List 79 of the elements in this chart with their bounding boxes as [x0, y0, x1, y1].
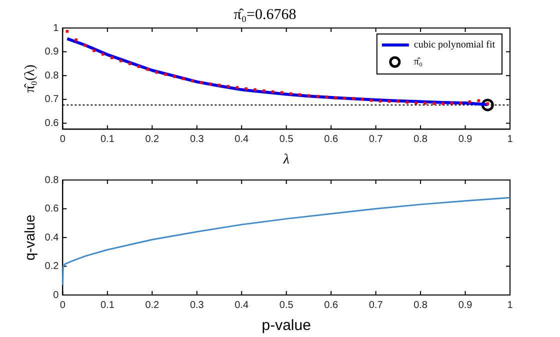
x-tick-label: 0.5: [279, 300, 294, 311]
point: [244, 87, 248, 90]
y-tick-label: 1: [53, 22, 60, 34]
point: [370, 98, 373, 102]
y-tick-label: 0.8: [44, 174, 60, 186]
point: [352, 97, 355, 100]
point: [164, 73, 167, 76]
point: [414, 102, 418, 104]
y-tick-label: 0.8: [44, 70, 60, 82]
legend-label: π̂₀: [414, 56, 423, 68]
y-axis-title: q-value: [21, 214, 38, 260]
x-tick-label: 0.4: [234, 300, 250, 311]
x-tick-label: 0.1: [100, 300, 115, 311]
point: [182, 77, 185, 80]
x-tick-label: 0.4: [234, 134, 250, 145]
chart-title: π̂₀=0.6768: [234, 6, 296, 23]
y-tick-label: 0.4: [44, 232, 60, 244]
point: [119, 59, 122, 62]
x-axis-title: λ: [282, 152, 290, 168]
point: [432, 102, 436, 105]
point: [110, 56, 114, 60]
point: [441, 102, 444, 105]
y-tick-label: 0.6: [44, 204, 60, 214]
point: [424, 102, 426, 105]
point: [477, 99, 480, 102]
point: [459, 102, 462, 104]
point: [218, 84, 221, 87]
point: [236, 86, 239, 89]
point: [155, 70, 158, 74]
legend-label: cubic polynomial fit: [414, 40, 496, 51]
point: [325, 96, 328, 98]
x-tick-label: 1: [507, 300, 514, 311]
point: [208, 82, 212, 86]
point: [396, 100, 400, 103]
point: [343, 96, 346, 100]
y-tick-label: 0: [53, 290, 60, 301]
x-tick-label: 0.8: [414, 134, 428, 145]
y-tick-label: 0.6: [44, 118, 60, 129]
point: [280, 91, 284, 94]
point: [191, 79, 194, 82]
point: [406, 100, 409, 104]
x-tick-label: 0.7: [368, 134, 384, 145]
point: [74, 38, 78, 42]
x-tick-label: 0.6: [324, 134, 338, 145]
x-tick-label: 0.9: [458, 300, 473, 311]
y-tick-label: 0.2: [44, 261, 60, 272]
point: [388, 100, 391, 103]
y-axis-title: π̂₀(λ): [23, 64, 38, 93]
x-tick-label: 0.2: [145, 134, 160, 145]
point: [316, 94, 320, 98]
point: [262, 89, 266, 92]
point: [200, 81, 203, 84]
x-tick-label: 0.2: [145, 300, 160, 311]
x-tick-label: 0.3: [190, 134, 204, 145]
point: [102, 52, 104, 56]
y-tick-label: 0.9: [44, 46, 60, 58]
x-tick-label: 1: [507, 134, 514, 145]
point: [378, 100, 382, 103]
x-tick-label: 0.5: [279, 134, 294, 145]
y-tick-label: 0.7: [44, 94, 60, 106]
point: [92, 49, 96, 52]
point: [360, 98, 364, 101]
x-tick-label: 0.9: [458, 134, 473, 145]
x-tick-label: 0.6: [324, 300, 338, 311]
point: [226, 84, 230, 88]
point: [307, 94, 310, 98]
x-tick-label: 0.3: [190, 300, 204, 311]
x-tick-label: 0.7: [368, 300, 384, 311]
point: [272, 90, 274, 94]
point: [173, 75, 176, 78]
point: [137, 65, 140, 68]
point: [146, 68, 150, 71]
x-axis-title: p-value: [262, 317, 311, 334]
point: [84, 44, 86, 47]
point: [450, 102, 454, 105]
x-tick-label: 0.8: [414, 300, 428, 311]
point: [254, 88, 256, 92]
point: [334, 96, 337, 100]
x-tick-label: 0.1: [100, 134, 115, 145]
